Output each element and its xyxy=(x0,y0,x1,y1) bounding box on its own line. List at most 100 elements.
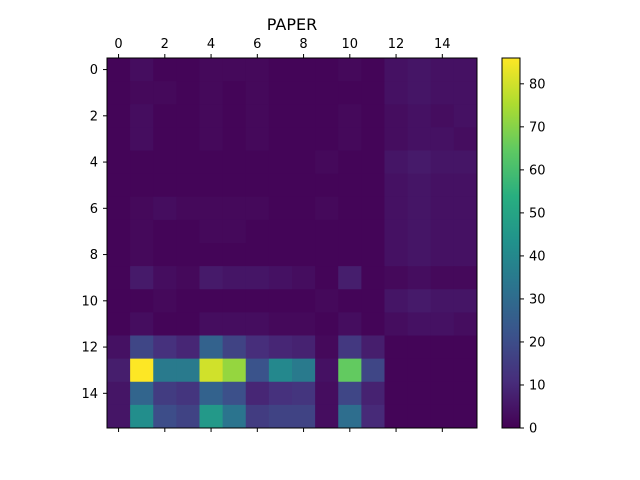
heatmap-cell xyxy=(245,404,270,429)
heatmap-cell xyxy=(430,58,455,82)
heatmap-cell xyxy=(222,335,247,360)
heatmap-cell xyxy=(430,81,455,105)
heatmap-cell xyxy=(384,196,409,221)
heatmap-cell xyxy=(245,266,270,290)
heatmap-cell xyxy=(361,266,385,290)
heatmap-cell xyxy=(176,243,200,267)
heatmap-cell xyxy=(268,404,293,429)
heatmap-cell xyxy=(245,243,270,267)
heatmap-cell xyxy=(245,104,270,128)
colorbar-tick-label: 0 xyxy=(529,422,537,437)
heatmap-cell xyxy=(153,335,177,360)
heatmap-cell xyxy=(268,312,293,336)
heatmap-cell xyxy=(407,58,432,82)
heatmap-cell xyxy=(430,127,455,151)
heatmap-cell xyxy=(245,381,270,406)
heatmap-cell xyxy=(268,150,293,175)
heatmap-cell xyxy=(245,127,270,151)
heatmap-cell xyxy=(338,196,362,221)
heatmap-cell xyxy=(268,81,293,105)
y-tick-label: 0 xyxy=(90,63,98,78)
heatmap-cell xyxy=(176,381,200,406)
heatmap-cell xyxy=(176,335,200,360)
heatmap-cell xyxy=(430,104,455,128)
heatmap-cell xyxy=(153,312,177,336)
heatmap-cell xyxy=(130,173,154,198)
heatmap-cell xyxy=(407,127,432,151)
heatmap-cell xyxy=(407,150,432,175)
heatmap-cell xyxy=(130,312,154,336)
heatmap-cell xyxy=(384,266,409,290)
heatmap-cell xyxy=(245,196,270,221)
plot-frame xyxy=(106,57,478,429)
y-axis-ticks: 0 2 4 6 8 10 12 14 xyxy=(81,63,107,402)
heatmap-cell xyxy=(430,150,455,175)
heatmap-cell xyxy=(384,150,409,175)
heatmap-cell xyxy=(361,381,385,406)
heatmap-cell xyxy=(107,243,131,267)
heatmap-cell xyxy=(453,381,478,406)
heatmap-cell xyxy=(338,104,362,128)
y-tick-label: 12 xyxy=(81,341,98,356)
y-tick-label: 8 xyxy=(90,248,98,263)
heatmap-cell xyxy=(199,243,224,267)
heatmap-cell xyxy=(453,127,478,151)
heatmap-cell xyxy=(199,81,224,105)
heatmap-cell xyxy=(430,381,455,406)
heatmap-cell xyxy=(107,150,131,175)
heatmap-cell xyxy=(153,150,177,175)
heatmap-cell xyxy=(384,381,409,406)
heatmap-cell xyxy=(361,150,385,175)
heatmap-cell xyxy=(453,312,478,336)
heatmap-cell xyxy=(153,358,177,383)
heatmap-cell xyxy=(292,335,316,360)
heatmap-cell xyxy=(338,81,362,105)
heatmap-cell xyxy=(153,173,177,198)
heatmap-cell xyxy=(153,58,177,82)
heatmap-cell xyxy=(453,219,478,244)
heatmap-cell xyxy=(222,150,247,175)
heatmap-cell xyxy=(268,58,293,82)
heatmap-cell xyxy=(245,173,270,198)
heatmap-cell xyxy=(338,127,362,151)
heatmap-cell xyxy=(153,381,177,406)
heatmap-cell xyxy=(176,173,200,198)
heatmap-cell xyxy=(222,312,247,336)
colorbar-ticks: 0 10 20 30 40 50 60 70 80 xyxy=(520,77,546,437)
heatmap-cell xyxy=(107,104,131,128)
heatmap-cell xyxy=(430,358,455,383)
heatmap-cell xyxy=(292,173,316,198)
x-tick-label: 0 xyxy=(114,37,122,52)
heatmap-cell xyxy=(292,243,316,267)
heatmap-cell xyxy=(130,104,154,128)
heatmap-cell xyxy=(315,381,339,406)
heatmap-cell xyxy=(199,127,224,151)
heatmap-cell xyxy=(361,173,385,198)
heatmap-cell xyxy=(107,219,131,244)
y-tick-label: 2 xyxy=(90,109,98,124)
heatmap-cell xyxy=(107,58,131,82)
heatmap-cell xyxy=(130,404,154,429)
heatmap-cell xyxy=(292,58,316,82)
heatmap-cell xyxy=(268,289,293,313)
heatmap-cell xyxy=(130,127,154,151)
heatmap-cell xyxy=(453,81,478,105)
heatmap-cell xyxy=(245,81,270,105)
heatmap-cell xyxy=(130,81,154,105)
heatmap-cell xyxy=(384,81,409,105)
heatmap-cell xyxy=(153,266,177,290)
heatmap-cell xyxy=(453,150,478,175)
heatmap-cell xyxy=(130,196,154,221)
heatmap-cell xyxy=(268,196,293,221)
x-tick-label: 10 xyxy=(342,37,359,52)
heatmap-cell xyxy=(222,404,247,429)
heatmap-cell xyxy=(315,196,339,221)
heatmap-cell xyxy=(268,243,293,267)
heatmap-cell xyxy=(407,81,432,105)
heatmap-cell xyxy=(222,219,247,244)
heatmap-cell xyxy=(384,289,409,313)
heatmap-cell xyxy=(315,150,339,175)
heatmap-cell xyxy=(315,266,339,290)
heatmap-cell xyxy=(407,196,432,221)
heatmap-cell xyxy=(292,266,316,290)
